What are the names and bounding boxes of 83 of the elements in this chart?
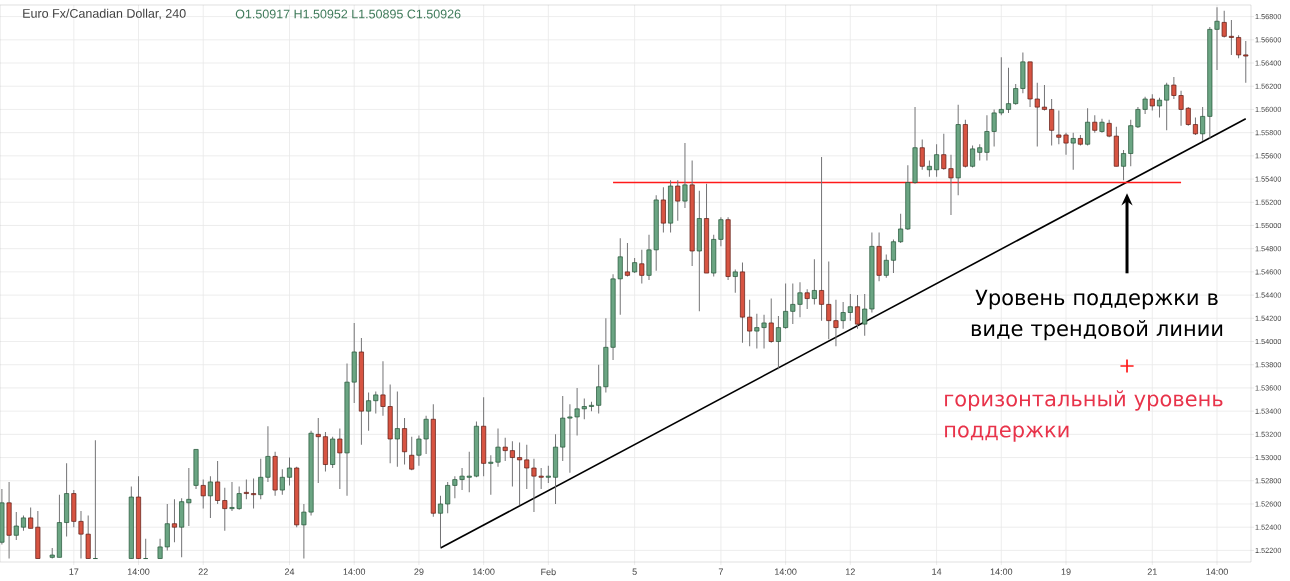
candlestick xyxy=(775,315,781,370)
candlestick xyxy=(509,440,515,488)
candlestick xyxy=(251,477,257,510)
candlestick xyxy=(1070,132,1076,171)
candlestick xyxy=(1243,40,1249,84)
candlestick xyxy=(639,249,645,284)
candlestick xyxy=(207,475,213,519)
candlestick xyxy=(855,294,861,330)
x-tick-label: 29 xyxy=(414,568,424,575)
candlestick xyxy=(13,511,19,541)
candlestick xyxy=(366,392,372,432)
candlestick xyxy=(200,479,206,510)
candlestick xyxy=(243,479,249,500)
candlestick xyxy=(998,56,1004,116)
candlestick xyxy=(768,298,774,344)
x-tick-label: 24 xyxy=(284,568,295,575)
candlestick xyxy=(337,428,343,490)
x-tick-label: 14:00 xyxy=(1206,568,1228,575)
candlestick xyxy=(732,269,738,294)
chart-title: Euro Fx/Canadian Dollar, 240 xyxy=(23,8,186,20)
candlestick xyxy=(517,441,523,506)
x-tick-label: 14:00 xyxy=(775,568,797,575)
candlestick xyxy=(1164,82,1170,131)
candlestick xyxy=(28,506,34,529)
candlestick xyxy=(1200,106,1206,142)
candlestick xyxy=(373,390,379,414)
annotation: Уровень поддержки в виде трендовой линии xyxy=(971,289,1223,341)
x-tick-label: 21 xyxy=(1147,568,1157,575)
candlestick xyxy=(660,186,666,233)
candlestick xyxy=(286,457,293,486)
candlestick xyxy=(919,139,925,171)
annotation: + xyxy=(1120,359,1134,373)
candlestick xyxy=(1041,84,1047,112)
x-tick-label: 14 xyxy=(932,568,942,575)
x-tick-label: 22 xyxy=(198,568,208,575)
candlestick xyxy=(819,156,825,322)
x-tick-label: 7 xyxy=(718,568,723,575)
candlestick xyxy=(883,253,889,279)
x-tick-label: 17 xyxy=(69,568,79,575)
candlestick xyxy=(1121,149,1127,181)
candlestick xyxy=(934,143,940,178)
candlestick xyxy=(215,460,221,505)
candlestick xyxy=(811,258,817,305)
x-tick-label: 14:00 xyxy=(343,568,366,575)
candlestick xyxy=(898,213,904,244)
candlestick xyxy=(1085,107,1091,146)
x-tick-label: 14:00 xyxy=(127,568,150,575)
x-tick-label: 19 xyxy=(1061,568,1071,575)
candlestick xyxy=(1049,98,1055,146)
candlestick xyxy=(747,299,753,347)
candlestick xyxy=(1013,83,1019,106)
candlestick xyxy=(1156,97,1162,119)
candlestick xyxy=(1236,34,1242,59)
candlestick xyxy=(445,481,451,514)
candlestick xyxy=(502,437,508,462)
x-tick-label: 12 xyxy=(846,568,855,575)
candlestick xyxy=(783,283,789,330)
candlestick xyxy=(624,242,630,278)
candlestick xyxy=(675,179,681,222)
candlestick xyxy=(847,293,853,322)
candlestick xyxy=(409,436,415,471)
candlestick xyxy=(682,142,688,209)
x-tick-label: Feb xyxy=(541,568,556,576)
candlestick xyxy=(394,390,400,468)
candlestick xyxy=(186,467,192,527)
candlestick xyxy=(222,487,228,532)
candlestick xyxy=(402,417,408,466)
candlestick xyxy=(279,468,285,496)
candlestick xyxy=(1006,67,1012,114)
candlestick xyxy=(890,238,896,274)
candlestick xyxy=(315,417,321,484)
candlestick xyxy=(596,364,602,414)
candlestick xyxy=(437,495,443,549)
candlestick xyxy=(171,498,177,543)
annotation: горизонтальный уровень поддержки xyxy=(945,390,1223,442)
chart-subtitle: O1.50917 H1.50952 L1.50895 C1.50926 xyxy=(235,9,461,19)
x-tick-label: 5 xyxy=(632,568,637,575)
candlestick xyxy=(840,301,846,330)
x-tick-label: 14:00 xyxy=(473,568,495,575)
candlestick xyxy=(804,288,810,310)
candlestick xyxy=(1221,10,1227,38)
x-tick-label: 14:00 xyxy=(990,568,1013,575)
candlestick xyxy=(1228,19,1234,56)
